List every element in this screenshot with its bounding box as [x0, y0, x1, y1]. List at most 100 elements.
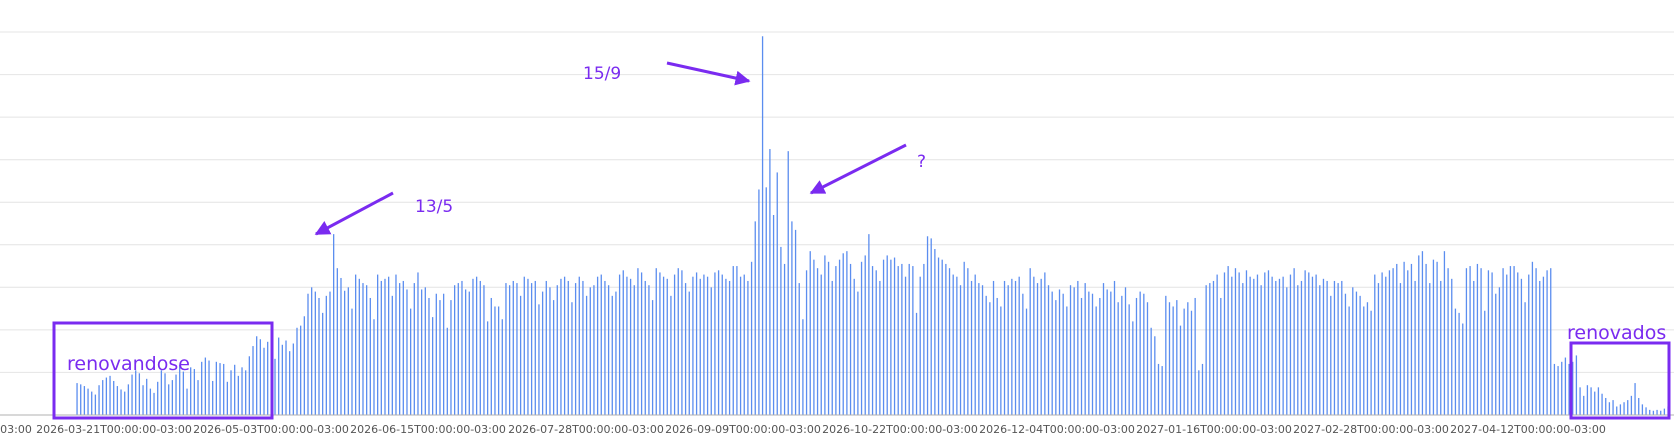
bar	[710, 287, 712, 415]
bar	[508, 285, 511, 415]
bar	[311, 287, 313, 415]
bar	[1260, 285, 1262, 415]
bar	[179, 364, 181, 415]
bar	[871, 266, 874, 415]
bar	[563, 276, 566, 415]
bar	[1154, 336, 1156, 415]
x-tick-label: 2026-12-04T00:00:00-03:00	[979, 423, 1135, 436]
bar	[996, 297, 998, 415]
bar	[1161, 366, 1163, 415]
bar	[681, 270, 683, 415]
bar	[618, 274, 621, 415]
annotation-15-9-arrow	[666, 61, 751, 86]
bar	[80, 384, 82, 415]
bar	[1238, 272, 1240, 415]
bar	[281, 344, 283, 415]
bar	[248, 356, 250, 415]
bar	[816, 268, 819, 415]
bar	[1535, 268, 1537, 415]
x-tick-label: 2026-07-28T00:00:00-03:00	[508, 423, 664, 436]
bar	[1465, 268, 1468, 415]
bar	[377, 274, 379, 415]
bar	[1264, 272, 1266, 415]
bar	[413, 283, 415, 415]
bar	[714, 272, 716, 415]
box-renovandose-label: renovandose	[67, 353, 190, 375]
bar	[820, 274, 822, 415]
bar	[1212, 280, 1215, 415]
bar	[1509, 266, 1512, 415]
bar	[1381, 272, 1383, 415]
bar	[915, 312, 918, 415]
bar	[171, 380, 174, 415]
bar	[809, 251, 811, 415]
bar	[428, 297, 430, 415]
bar	[1344, 293, 1347, 415]
bar	[717, 270, 720, 415]
bar	[1029, 268, 1031, 415]
bar	[406, 289, 408, 415]
bar	[831, 280, 833, 415]
x-tick-label: 03:00	[0, 423, 32, 436]
bar	[1172, 306, 1174, 415]
bar	[600, 274, 602, 415]
bar	[475, 276, 478, 415]
bar	[1359, 295, 1361, 415]
bar	[776, 172, 778, 415]
bar	[1198, 370, 1200, 415]
bar	[937, 257, 940, 415]
bar	[1190, 310, 1193, 415]
bar	[1407, 270, 1409, 415]
bar	[1311, 276, 1314, 415]
bar	[1429, 283, 1431, 415]
bar	[1179, 325, 1182, 415]
bar	[1498, 287, 1501, 415]
bar	[442, 293, 445, 415]
bar	[373, 319, 375, 415]
bar	[1220, 297, 1222, 415]
bar	[457, 283, 459, 415]
bar	[245, 370, 247, 415]
bar	[1641, 404, 1644, 415]
bar	[901, 263, 903, 415]
bar	[142, 385, 144, 415]
bar	[1370, 310, 1372, 415]
bar	[912, 266, 914, 415]
bar	[1304, 270, 1306, 415]
bar	[336, 268, 338, 415]
bar	[1047, 285, 1050, 415]
bar	[677, 268, 679, 415]
bar	[1524, 302, 1526, 415]
bar	[1267, 270, 1270, 415]
bar	[769, 149, 771, 415]
bar	[1165, 295, 1167, 415]
bar	[347, 287, 349, 415]
bar	[1286, 287, 1288, 415]
bar	[1025, 308, 1028, 415]
bar	[215, 361, 217, 415]
bar	[1348, 306, 1350, 415]
bar	[204, 357, 207, 415]
bar	[622, 270, 624, 415]
x-tick-labels: 03:00 2026-03-21T00:00:00-03:00 2026-05-03…	[0, 423, 1606, 436]
bar	[366, 285, 368, 415]
bar	[94, 394, 97, 415]
bar	[527, 278, 529, 415]
bar	[1399, 283, 1402, 415]
bar	[908, 263, 910, 415]
bar	[732, 266, 734, 415]
bar	[1627, 400, 1629, 415]
bar	[1436, 261, 1438, 415]
bar	[651, 300, 654, 415]
bar	[1542, 276, 1545, 415]
bar	[893, 257, 896, 415]
bar	[512, 280, 514, 415]
bar	[322, 312, 324, 415]
bar	[1451, 278, 1453, 415]
bar	[226, 381, 228, 415]
bar	[699, 278, 701, 415]
bar	[1616, 406, 1618, 415]
bar	[149, 388, 152, 415]
bar	[153, 392, 155, 415]
